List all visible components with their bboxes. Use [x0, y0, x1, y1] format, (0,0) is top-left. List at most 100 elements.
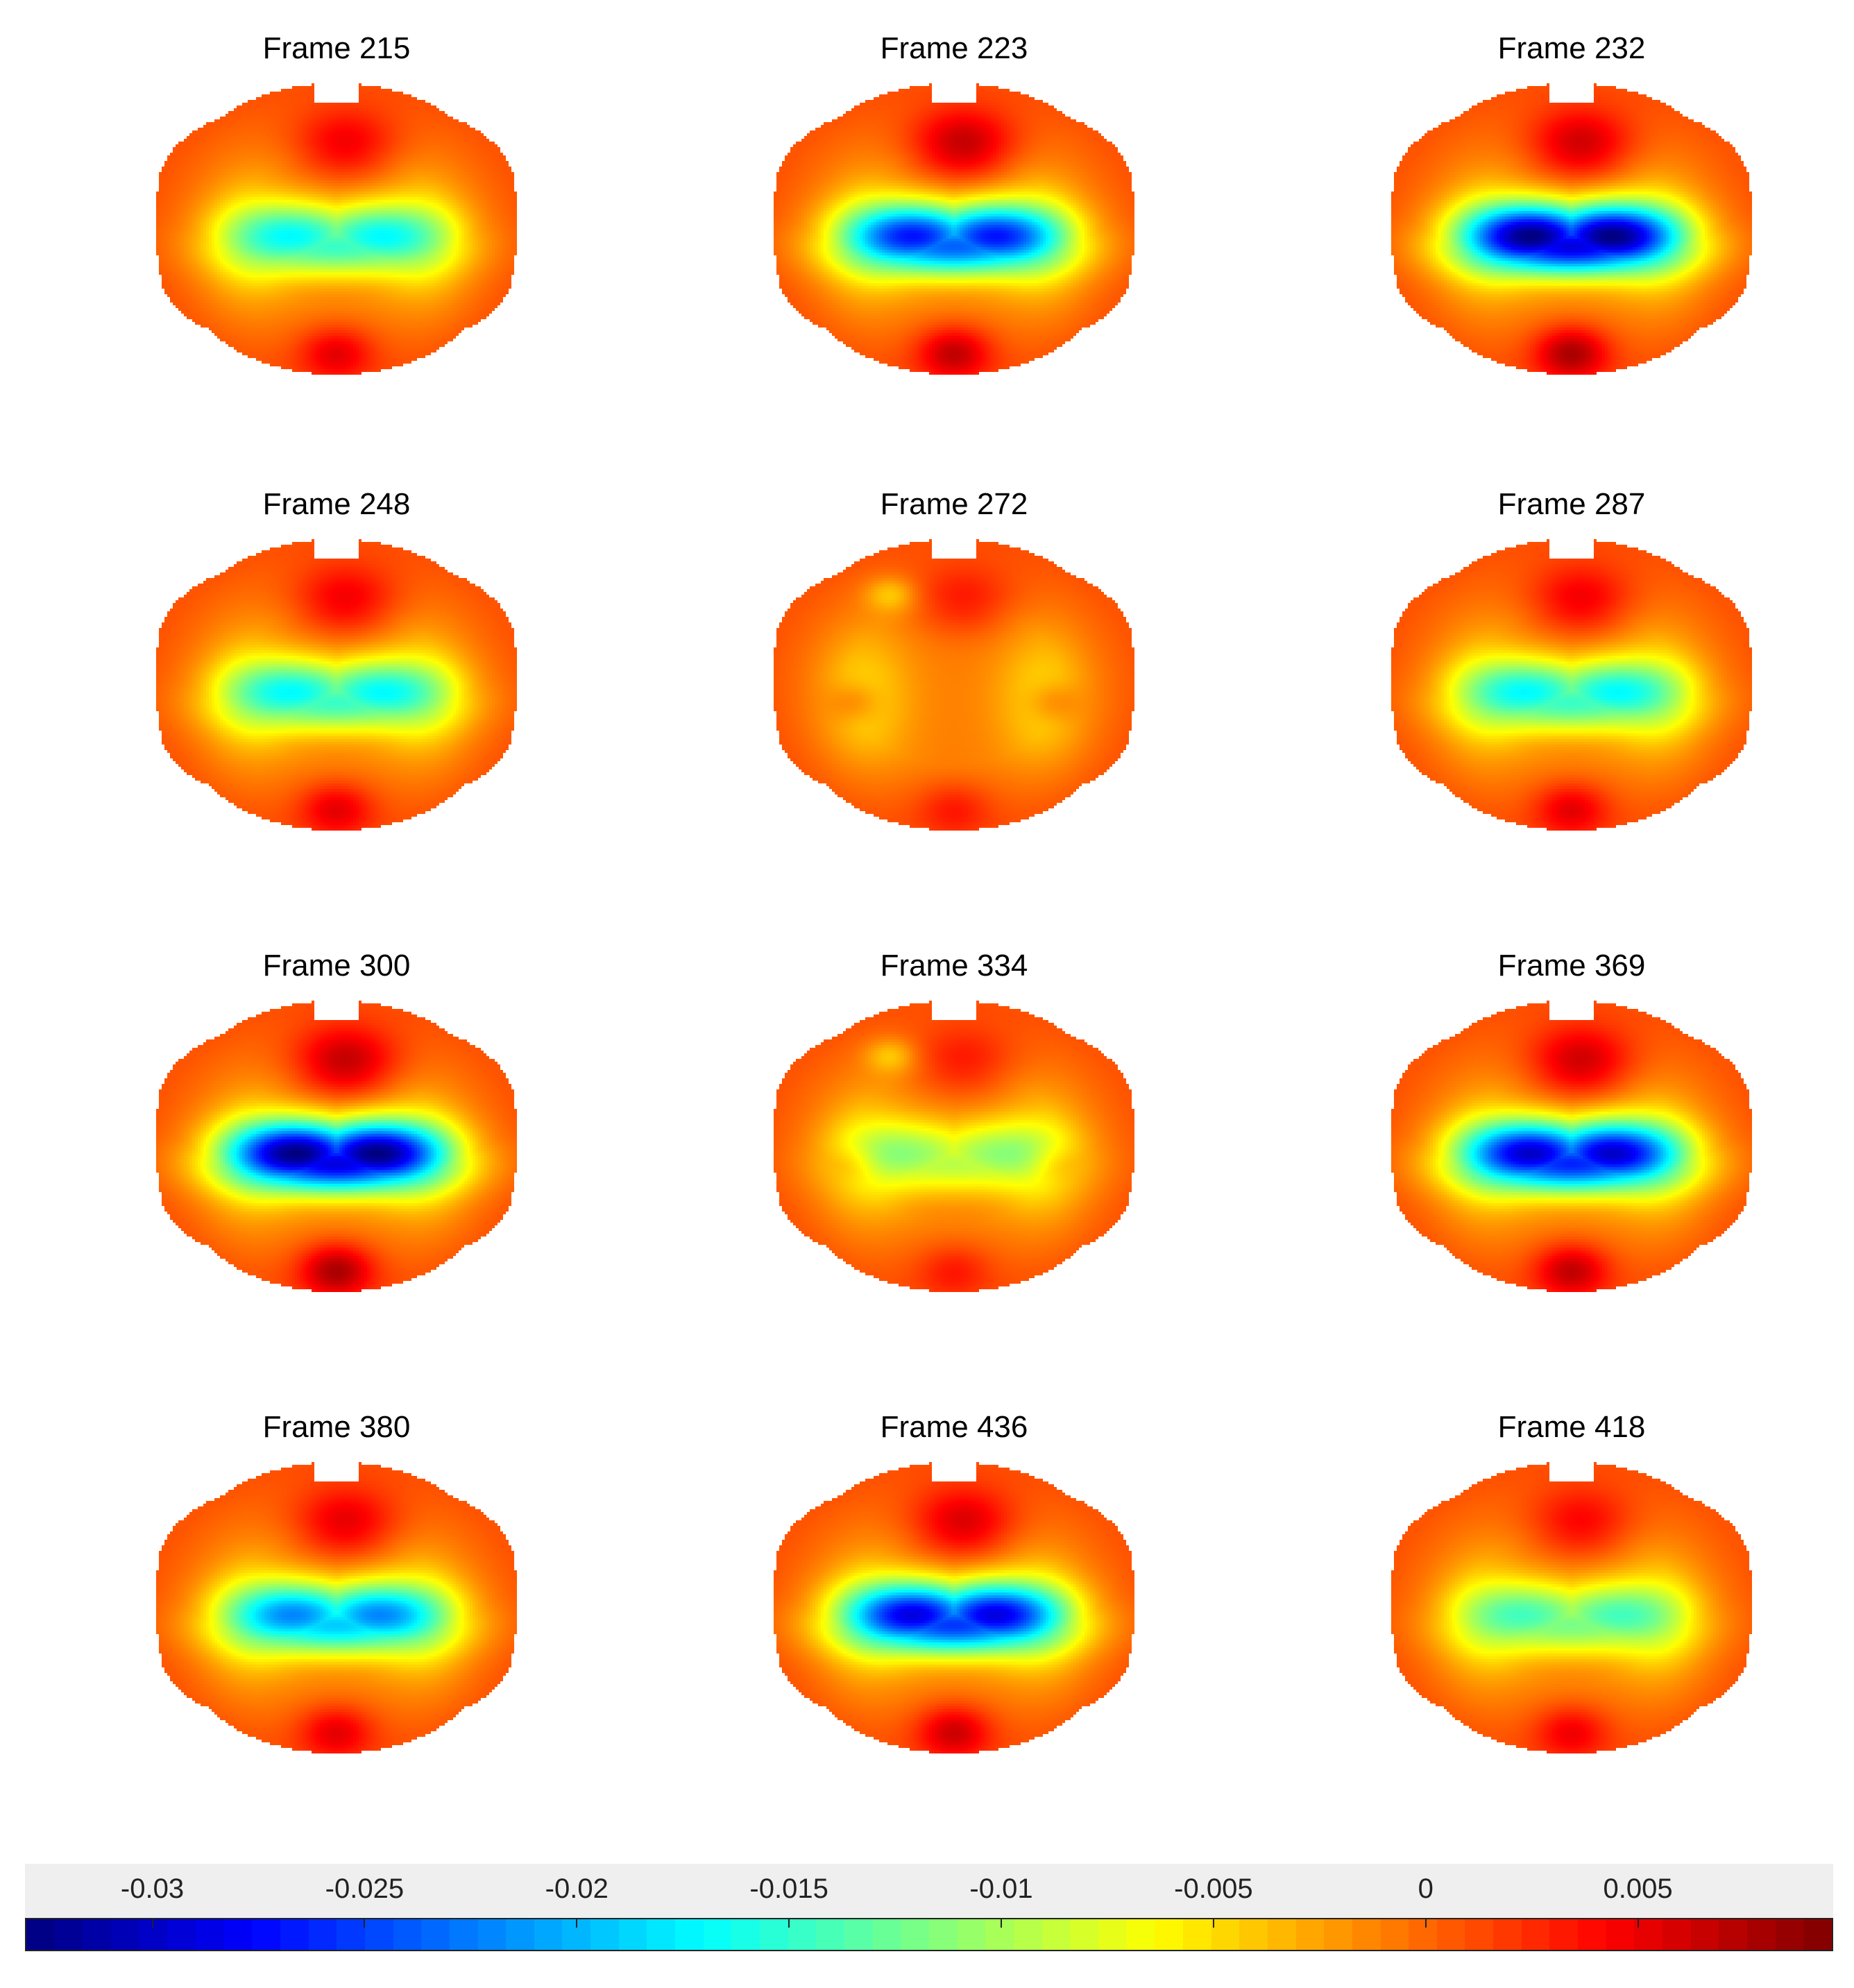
panel-title: Frame 287: [1497, 487, 1646, 521]
panel-title: Frame 215: [262, 31, 411, 65]
colorbar-swatch: [1521, 1919, 1550, 1950]
heatmap-panel: Frame 300: [94, 945, 579, 1389]
colorbar-swatch: [1098, 1919, 1127, 1950]
heatmap-image: [774, 1001, 1134, 1292]
heatmap-image: [1391, 1462, 1752, 1753]
heatmap-panel: Frame 223: [711, 28, 1197, 472]
heatmap-panel: Frame 436: [711, 1407, 1197, 1851]
heatmap-panel: Frame 369: [1329, 945, 1814, 1389]
colorbar-swatch: [393, 1919, 422, 1950]
colorbar-swatch: [647, 1919, 676, 1950]
colorbar-swatch: [1239, 1919, 1268, 1950]
colorbar-swatch: [1013, 1919, 1042, 1950]
colorbar-swatch: [1267, 1919, 1296, 1950]
heatmap-panel: Frame 215: [94, 28, 579, 472]
panel-title: Frame 272: [880, 487, 1028, 521]
colorbar-swatch: [1211, 1919, 1240, 1950]
colorbar-swatch: [308, 1919, 337, 1950]
colorbar-swatch: [618, 1919, 647, 1950]
heatmap-panel: Frame 232: [1329, 28, 1814, 472]
heatmap-image: [156, 539, 517, 831]
heatmap-image: [1391, 1001, 1752, 1292]
colorbar-swatch: [1182, 1919, 1211, 1950]
heatmap-image: [774, 1462, 1134, 1753]
panel-title: Frame 232: [1497, 31, 1646, 65]
colorbar-tick-label: -0.02: [545, 1874, 609, 1904]
colorbar-swatch: [1549, 1919, 1579, 1950]
colorbar-swatch: [337, 1919, 365, 1950]
colorbar-tick: [151, 1918, 153, 1928]
heatmap-panel: Frame 418: [1329, 1407, 1814, 1851]
colorbar-swatch: [1662, 1919, 1691, 1950]
colorbar-swatch: [1775, 1919, 1804, 1950]
colorbar-swatch: [26, 1919, 55, 1950]
colorbar-swatch: [1324, 1919, 1352, 1950]
colorbar-swatch: [760, 1919, 788, 1950]
colorbar: -0.03 -0.025 -0.02 -0.015 -0.01 -0.005 0 0.005: [25, 1864, 1833, 1953]
heatmap-panel: Frame 248: [94, 484, 579, 928]
heatmap-panel: Frame 287: [1329, 484, 1814, 928]
heatmap-panel: Frame 380: [94, 1407, 579, 1851]
colorbar-swatch: [1126, 1919, 1155, 1950]
colorbar-swatch: [110, 1919, 139, 1950]
colorbar-swatch: [1070, 1919, 1098, 1950]
panel-title: Frame 418: [1497, 1410, 1646, 1444]
colorbar-swatch: [421, 1919, 450, 1950]
colorbar-swatch: [731, 1919, 760, 1950]
colorbar-tick-label: 0.005: [1603, 1874, 1673, 1904]
colorbar-tick-label: -0.005: [1174, 1874, 1253, 1904]
colorbar-ramp: [25, 1918, 1833, 1951]
heatmap-panel: Frame 272: [711, 484, 1197, 928]
colorbar-swatch: [477, 1919, 507, 1950]
colorbar-swatch: [83, 1919, 111, 1950]
colorbar-swatch: [901, 1919, 929, 1950]
colorbar-swatch: [1690, 1919, 1719, 1950]
colorbar-swatch: [703, 1919, 732, 1950]
colorbar-tick: [576, 1918, 578, 1928]
heatmap-image: [156, 1001, 517, 1292]
colorbar-swatch: [167, 1919, 196, 1950]
heatmap-image: [1391, 83, 1752, 375]
colorbar-tick: [1637, 1918, 1639, 1928]
colorbar-swatch: [1436, 1919, 1465, 1950]
colorbar-swatch: [364, 1919, 393, 1950]
heatmap-image: [156, 83, 517, 375]
colorbar-swatch: [223, 1919, 253, 1950]
heatmap-image: [774, 539, 1134, 831]
colorbar-swatch: [54, 1919, 83, 1950]
colorbar-tick: [1212, 1918, 1214, 1928]
colorbar-swatch: [675, 1919, 704, 1950]
colorbar-swatch: [590, 1919, 619, 1950]
panel-title: Frame 334: [880, 949, 1028, 983]
colorbar-swatch: [252, 1919, 280, 1950]
colorbar-swatch: [929, 1919, 958, 1950]
colorbar-tick-label: -0.03: [120, 1874, 185, 1904]
colorbar-swatch: [1155, 1919, 1183, 1950]
colorbar-swatch: [872, 1919, 901, 1950]
colorbar-swatch: [139, 1919, 168, 1950]
colorbar-swatch: [985, 1919, 1014, 1950]
colorbar-tick: [364, 1918, 366, 1928]
panel-title: Frame 436: [880, 1410, 1028, 1444]
heatmap-image: [774, 83, 1134, 375]
colorbar-tick-label: -0.025: [325, 1874, 405, 1904]
colorbar-swatch: [195, 1919, 224, 1950]
colorbar-swatch: [506, 1919, 534, 1950]
colorbar-swatch: [1409, 1919, 1437, 1950]
panel-title: Frame 223: [880, 31, 1028, 65]
colorbar-tick: [1000, 1918, 1002, 1928]
colorbar-swatch: [1380, 1919, 1409, 1950]
colorbar-swatch: [1719, 1919, 1748, 1950]
colorbar-tick: [788, 1918, 790, 1928]
colorbar-swatch: [844, 1919, 873, 1950]
heatmap-image: [156, 1462, 517, 1753]
panel-title: Frame 300: [262, 949, 411, 983]
colorbar-swatch: [449, 1919, 478, 1950]
colorbar-swatch: [1747, 1919, 1776, 1950]
colorbar-swatch: [1465, 1919, 1494, 1950]
colorbar-swatch: [1634, 1919, 1663, 1950]
colorbar-swatch: [1493, 1919, 1522, 1950]
colorbar-swatch: [816, 1919, 845, 1950]
panel-title: Frame 248: [262, 487, 411, 521]
colorbar-tick-label: 0: [1418, 1874, 1434, 1904]
